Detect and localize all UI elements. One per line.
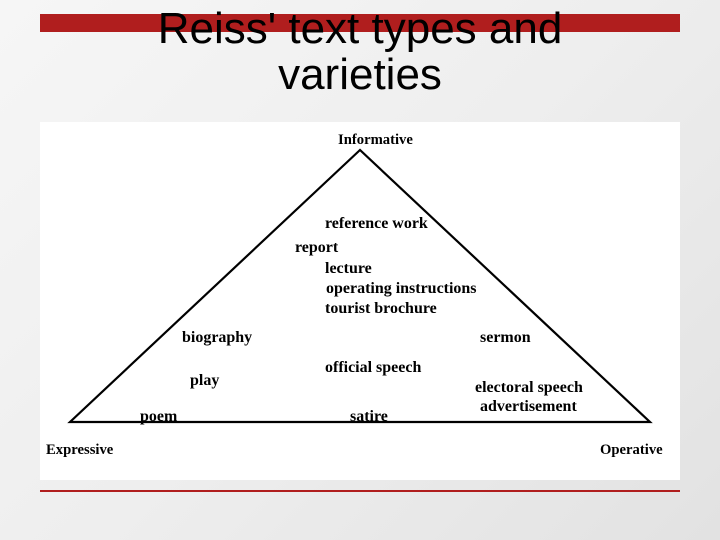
bottom-rule (40, 490, 680, 492)
diagram-label: tourist brochure (325, 300, 437, 318)
triangle-diagram: Informative Expressive Operative referen… (40, 122, 680, 480)
vertex-expressive: Expressive (46, 442, 113, 459)
diagram-label: biography (182, 329, 252, 347)
diagram-label: reference work (325, 215, 428, 233)
diagram-label: report (295, 239, 338, 257)
diagram-label: operating instructions (326, 280, 477, 298)
vertex-operative: Operative (600, 442, 663, 459)
diagram-label: lecture (325, 260, 372, 278)
diagram-label: official speech (325, 359, 421, 377)
diagram-label: satire (350, 408, 388, 426)
diagram-label: sermon (480, 329, 531, 347)
diagram-label: play (190, 372, 219, 390)
diagram-label: advertisement (480, 398, 577, 416)
page-title: Reiss' text types and varieties (0, 6, 720, 98)
diagram-label: poem (140, 408, 177, 426)
diagram-label: electoral speech (475, 379, 583, 397)
vertex-informative: Informative (338, 132, 413, 149)
